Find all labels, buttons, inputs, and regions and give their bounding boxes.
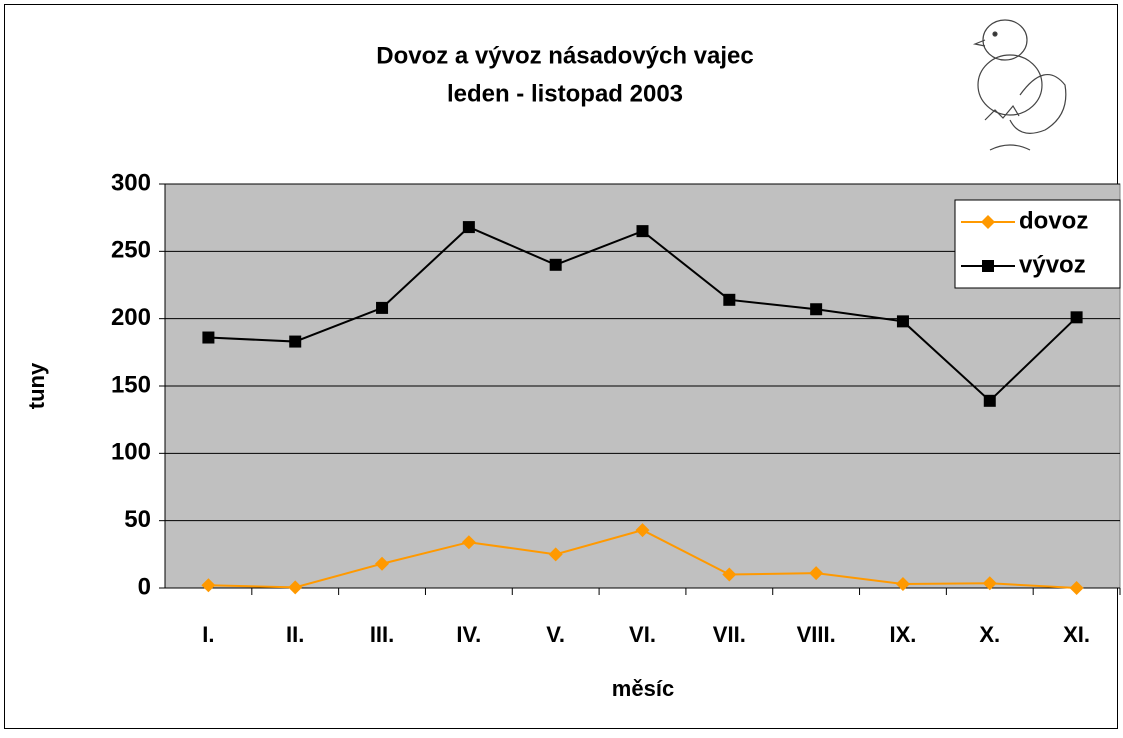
data-point [896,315,909,328]
data-point [288,580,303,595]
data-point [375,556,390,571]
x-tick-label: V. [546,622,565,647]
x-tick-label: XI. [1063,622,1090,647]
data-point [201,578,216,593]
x-tick-label: IV. [456,622,481,647]
x-tick-label: X. [979,622,1000,647]
data-point [895,576,910,591]
data-point [202,331,215,344]
chart-title: Dovoz a vývoz násadových vajec [376,42,754,69]
legend-label: dovoz [1019,207,1088,234]
data-point [982,576,997,591]
y-tick-label: 300 [111,169,151,196]
data-point [809,566,824,581]
x-tick-label: VI. [629,622,656,647]
y-tick-label: 250 [111,237,151,264]
chart-subtitle: leden - listopad 2003 [447,80,683,107]
data-point [461,535,476,550]
x-axis-label: měsíc [612,676,674,701]
chick-illustration [972,19,1067,151]
x-tick-label: II. [286,622,304,647]
x-tick-label: VII. [713,622,746,647]
legend-label: vývoz [1019,251,1086,278]
legend-box [954,199,1121,289]
y-tick-label: 100 [111,439,151,466]
x-tick-label: III. [370,622,394,647]
data-point [810,303,823,316]
data-point [376,301,389,314]
data-point [722,567,737,582]
data-point [548,547,563,562]
y-tick-label: 50 [124,506,151,533]
data-point [636,225,649,238]
data-point [462,221,475,234]
data-point [1069,581,1084,595]
data-point [983,394,996,407]
data-point [723,293,736,306]
x-tick-label: IX. [890,622,917,647]
y-axis-label: tuny [24,362,49,409]
y-tick-label: 150 [111,371,151,398]
x-tick-label: I. [202,622,214,647]
x-tick-label: VIII. [797,622,836,647]
y-tick-label: 200 [111,304,151,331]
y-tick-label: 0 [138,573,151,600]
data-point [635,523,650,538]
data-point [549,258,562,271]
data-point [289,335,302,348]
data-point [1070,311,1083,324]
legend-marker [981,215,995,229]
legend-marker [982,260,994,272]
